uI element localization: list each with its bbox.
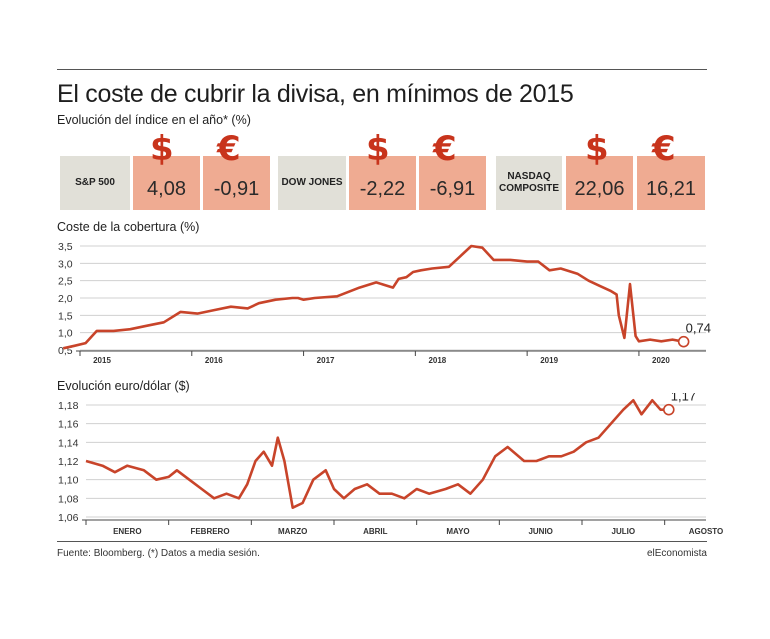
euro-icon: € [652, 129, 676, 169]
euro-icon: € [217, 129, 241, 169]
chart2-title: Evolución euro/dólar ($) [57, 379, 190, 393]
y-tick-label: 1,12 [58, 456, 79, 468]
source-note: Fuente: Bloomberg. (*) Datos a media ses… [57, 548, 260, 559]
x-tick-label: 2018 [428, 356, 446, 365]
y-tick-label: 1,16 [58, 419, 79, 431]
brand-label: elEconomista [646, 548, 707, 559]
page-subtitle: Evolución del índice en el año* (%) [57, 113, 251, 127]
y-tick-label: 1,08 [58, 493, 79, 505]
x-tick-label: 2020 [652, 356, 670, 365]
top-rule [57, 69, 707, 70]
y-tick-label: 2,5 [58, 276, 73, 288]
x-tick-label: 2019 [540, 356, 558, 365]
euro-icon: € [433, 129, 457, 169]
end-point-marker [662, 403, 675, 416]
y-tick-label: 1,10 [58, 475, 79, 487]
value-usd: 4,08 [147, 178, 186, 200]
x-tick-label: JULIO [612, 527, 636, 536]
series-line [85, 399, 669, 509]
chart1-title: Coste de la cobertura (%) [57, 220, 200, 234]
series-line [62, 244, 684, 350]
end-point-marker [677, 335, 690, 348]
eur-usd-chart: 1,06 1,08 1,10 1,12 1,14 1,16 1,18 ENERO FEBRERO… [58, 393, 724, 536]
value-box-eur: -6,91 [419, 156, 486, 210]
index-name: DOW JONES [281, 177, 343, 188]
value-eur: -0,91 [213, 178, 260, 200]
index-name: NASDAQ COMPOSITE [499, 171, 560, 194]
y-tick-label: 1,5 [58, 310, 73, 322]
x-tick-label: AGOSTO [689, 527, 724, 536]
x-tick-label: FEBRERO [190, 527, 229, 536]
y-tick-label: 3,5 [58, 241, 73, 253]
index-name: S&P 500 [75, 177, 115, 188]
value-box-eur: -0,91 [203, 156, 270, 210]
y-tick-label: 1,06 [58, 512, 79, 524]
value-eur: 16,21 [645, 178, 697, 200]
value-usd: 22,06 [574, 178, 625, 200]
y-tick-label: 1,0 [58, 328, 73, 340]
x-tick-label: 2016 [205, 356, 223, 365]
bottom-rule [57, 541, 707, 542]
value-usd: -2,22 [359, 178, 406, 200]
x-tick-label: JUNIO [528, 527, 552, 536]
y-tick-label: 1,14 [58, 437, 79, 449]
x-tick-label: 2015 [93, 356, 111, 365]
value-box-usd: -2,22 [349, 156, 416, 210]
x-tick-label: 2017 [317, 356, 335, 365]
end-value-label: 0,74 [686, 321, 711, 336]
index-box-sp500: S&P 500 [60, 156, 130, 210]
x-tick-label: ABRIL [363, 527, 388, 536]
page-title: El coste de cubrir la divisa, en mínimos… [57, 80, 574, 108]
y-tick-label: 2,0 [58, 293, 73, 305]
y-tick-label: 1,18 [58, 400, 79, 412]
x-tick-label: MAYO [446, 527, 469, 536]
value-eur: -6,91 [429, 178, 476, 200]
value-box-usd: 4,08 [133, 156, 200, 210]
x-tick-label: ENERO [113, 527, 141, 536]
index-box-nasdaq: NASDAQ COMPOSITE [496, 156, 562, 210]
value-box-eur: 16,21 [637, 156, 705, 210]
value-box-usd: 22,06 [566, 156, 633, 210]
index-box-dow-jones: DOW JONES [278, 156, 346, 210]
x-tick-label: MARZO [278, 527, 307, 536]
dollar-icon: $ [366, 129, 390, 169]
dollar-icon: $ [585, 129, 609, 169]
end-value-label: 1,17 [671, 393, 696, 404]
dollar-icon: $ [150, 129, 174, 169]
y-tick-label: 3,0 [58, 258, 73, 270]
